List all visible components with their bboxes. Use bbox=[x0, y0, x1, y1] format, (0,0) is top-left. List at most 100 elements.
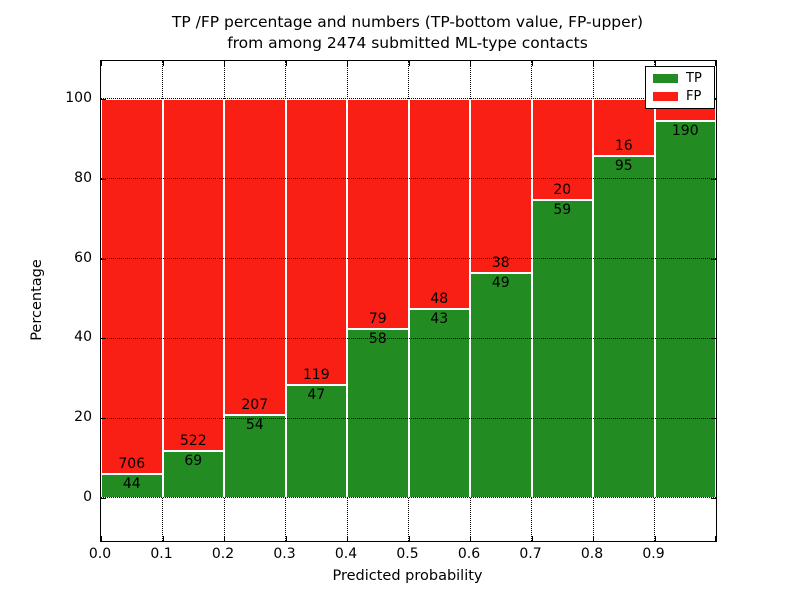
x-tick-label: 0.8 bbox=[580, 546, 604, 562]
tp-count-label: 95 bbox=[614, 158, 633, 175]
tp-count-label: 69 bbox=[184, 453, 203, 470]
tp-count-label: 59 bbox=[553, 201, 572, 218]
y-tick-label: 40 bbox=[74, 329, 92, 346]
fp-legend-swatch bbox=[653, 92, 678, 101]
legend-item-fp: FP bbox=[653, 90, 707, 103]
bar-fp-segment bbox=[347, 98, 409, 330]
bar-tp-segment bbox=[531, 199, 593, 498]
bar-tp-segment bbox=[470, 273, 532, 498]
y-tick-label: 60 bbox=[74, 249, 92, 266]
bar-fp-segment bbox=[593, 98, 655, 157]
x-tick-mark bbox=[654, 61, 656, 66]
bar-fp-segment bbox=[285, 98, 347, 385]
y-tick-label: 0 bbox=[83, 488, 92, 505]
x-tick-mark bbox=[162, 536, 164, 541]
bar-tp-segment bbox=[593, 156, 655, 498]
y-axis-label: Percentage bbox=[29, 259, 45, 341]
x-tick-mark bbox=[347, 61, 348, 66]
tp-count-label: 49 bbox=[491, 275, 510, 292]
y-tick-mark bbox=[101, 98, 106, 100]
fp-count-label: 522 bbox=[179, 433, 207, 450]
y-tick-mark bbox=[101, 338, 106, 340]
x-tick-mark bbox=[470, 536, 471, 541]
x-tick-label: 0.1 bbox=[150, 546, 173, 562]
x-tick-label: 0.5 bbox=[396, 546, 419, 562]
bar-fp-segment bbox=[224, 98, 286, 416]
y-tick-mark bbox=[711, 497, 716, 499]
fp-count-label: 119 bbox=[302, 366, 330, 383]
tp-legend-label: TP bbox=[686, 71, 702, 86]
x-tick-mark bbox=[408, 61, 410, 66]
tp-count-label: 43 bbox=[430, 311, 449, 328]
y-tick-mark bbox=[711, 418, 716, 420]
horizontal-gridline bbox=[101, 178, 716, 180]
x-tick-mark bbox=[715, 61, 716, 66]
y-tick-mark bbox=[711, 258, 716, 260]
horizontal-gridline bbox=[101, 337, 716, 339]
x-tick-label: 0.7 bbox=[519, 546, 542, 562]
x-tick-mark bbox=[715, 536, 716, 541]
x-axis-label: Predicted probability bbox=[332, 568, 483, 584]
y-tick-mark bbox=[711, 338, 716, 340]
x-tick-mark bbox=[285, 536, 287, 541]
legend: TP FP bbox=[645, 66, 715, 109]
horizontal-gridline bbox=[101, 258, 716, 259]
x-tick-label: 0.6 bbox=[457, 546, 481, 562]
x-tick-label: 0.3 bbox=[273, 546, 296, 562]
horizontal-gridline bbox=[101, 497, 716, 499]
bar-tp-segment bbox=[101, 474, 163, 498]
fp-count-label: 207 bbox=[241, 397, 269, 414]
tp-count-label: 44 bbox=[122, 476, 141, 493]
bar-fp-segment bbox=[531, 98, 593, 200]
x-tick-label: 0.4 bbox=[334, 546, 358, 562]
x-tick-mark bbox=[408, 536, 410, 541]
bar-fp-segment bbox=[101, 98, 163, 475]
fp-legend-label: FP bbox=[686, 89, 702, 104]
x-tick-mark bbox=[531, 536, 533, 541]
y-tick-label: 80 bbox=[74, 169, 92, 186]
bar-tp-segment bbox=[162, 451, 224, 498]
bar-fp-segment bbox=[408, 98, 470, 310]
x-tick-label: 0.9 bbox=[642, 546, 665, 562]
y-tick-label: 20 bbox=[74, 409, 92, 426]
x-tick-mark bbox=[347, 536, 348, 541]
x-tick-mark bbox=[285, 61, 287, 66]
x-tick-mark bbox=[470, 61, 471, 66]
y-tick-mark bbox=[101, 258, 106, 260]
y-tick-mark bbox=[711, 178, 716, 180]
bar-tp-segment bbox=[285, 384, 347, 498]
tp-count-label: 58 bbox=[368, 331, 387, 348]
tp-count-label: 190 bbox=[671, 122, 699, 139]
x-tick-mark bbox=[654, 536, 656, 541]
chart-title: TP /FP percentage and numbers (TP-bottom… bbox=[100, 12, 715, 54]
y-tick-label: 100 bbox=[65, 89, 92, 106]
x-tick-label: 0.0 bbox=[88, 546, 112, 562]
chart-title-line1: TP /FP percentage and numbers (TP-bottom… bbox=[171, 13, 644, 31]
x-tick-mark bbox=[531, 61, 533, 66]
x-tick-mark bbox=[162, 61, 164, 66]
fp-count-label: 79 bbox=[368, 311, 387, 328]
horizontal-gridline bbox=[101, 417, 716, 419]
x-tick-label: 0.2 bbox=[211, 546, 235, 562]
y-tick-mark bbox=[101, 418, 106, 420]
legend-item-tp: TP bbox=[653, 72, 707, 85]
bar-tp-segment bbox=[224, 415, 286, 498]
x-tick-mark bbox=[101, 536, 102, 541]
horizontal-gridline bbox=[101, 98, 716, 100]
bar-tp-segment bbox=[654, 120, 716, 498]
bar-fp-segment bbox=[470, 98, 532, 274]
y-tick-mark bbox=[101, 497, 106, 499]
bar-fp-segment bbox=[162, 98, 224, 452]
bar-tp-segment bbox=[347, 329, 409, 498]
fp-count-label: 38 bbox=[491, 255, 510, 272]
x-tick-mark bbox=[224, 61, 225, 66]
x-tick-mark bbox=[593, 61, 594, 66]
x-tick-mark bbox=[593, 536, 594, 541]
x-tick-mark bbox=[224, 536, 225, 541]
fp-count-label: 20 bbox=[553, 181, 572, 198]
fp-count-label: 706 bbox=[118, 456, 146, 473]
fp-count-label: 16 bbox=[614, 138, 633, 155]
plot-area: 706 44 522 69 207 54 119 47 79 58 48 43 38 49 20 59 16 95… bbox=[100, 60, 717, 542]
x-tick-mark bbox=[101, 61, 102, 66]
